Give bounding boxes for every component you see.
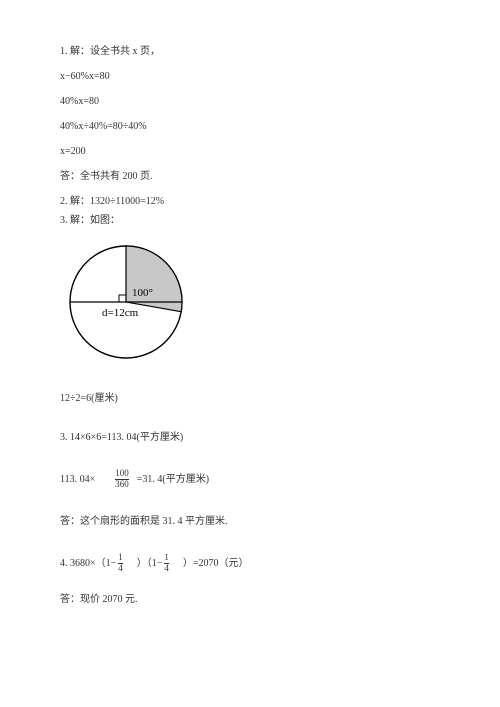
svg-text:100°: 100° (132, 287, 153, 299)
fraction-icon: 100 360 (115, 469, 129, 490)
p4-b: ）（1− (137, 556, 163, 571)
frac-den: 4 (164, 563, 169, 574)
circle-diagram: 100° d=12cm (60, 238, 440, 373)
frac-den: 4 (118, 563, 123, 574)
p3-l3-b: =31. 4(平方厘米) (137, 472, 209, 487)
p3-line2: 3. 14×6×6=113. 04(平方厘米) (60, 430, 440, 445)
p3-line4: 答：这个扇形的面积是 31. 4 平方厘米. (60, 514, 440, 529)
p4-line1: 4. 3680×（1− 1 4 ）（1− 1 4 ）=2070（元） (60, 553, 440, 574)
frac-num: 1 (164, 553, 169, 563)
p1-line2: x−60%x=80 (60, 69, 440, 84)
p1-line5: x=200 (60, 144, 440, 159)
frac-num: 100 (115, 469, 129, 479)
frac-den: 360 (115, 479, 129, 490)
p4-ans: 答：现价 2070 元. (60, 592, 440, 607)
p2-line2: 3. 解：如图： (60, 213, 440, 228)
svg-text:d=12cm: d=12cm (102, 307, 139, 319)
p1-line3: 40%x=80 (60, 94, 440, 109)
fraction-icon: 1 4 (118, 553, 123, 574)
p3-l3-a: 113. 04× (60, 472, 95, 487)
p4-c: ）=2070（元） (183, 556, 249, 571)
p2-line1: 2. 解：1320÷11000=12% (60, 194, 440, 209)
p1-line6: 答：全书共有 200 页. (60, 169, 440, 184)
p1-line4: 40%x÷40%=80÷40% (60, 119, 440, 134)
p3-line3: 113. 04× 100 360 =31. 4(平方厘米) (60, 469, 440, 490)
p4-a: 4. 3680×（1− (60, 556, 116, 571)
frac-num: 1 (118, 553, 123, 563)
p1-line1: 1. 解：设全书共 x 页， (60, 44, 440, 59)
fraction-icon: 1 4 (164, 553, 169, 574)
p3-line1: 12÷2=6(厘米) (60, 391, 440, 406)
